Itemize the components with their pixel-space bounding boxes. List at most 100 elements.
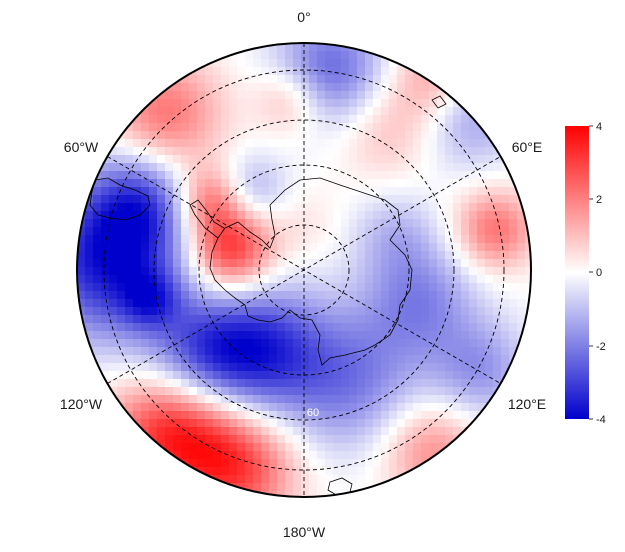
lon-label-120w: 120°W <box>60 396 103 412</box>
field-cell <box>525 323 531 332</box>
field-cell <box>77 235 86 244</box>
field-cell <box>149 347 158 356</box>
field-cell <box>349 259 358 268</box>
field-cell <box>341 435 350 444</box>
field-cell <box>261 115 270 124</box>
field-cell <box>221 363 230 372</box>
field-cell <box>165 267 174 276</box>
field-cell <box>189 163 198 172</box>
field-cell <box>381 467 390 476</box>
field-cell <box>165 355 174 364</box>
field-cell <box>149 339 158 348</box>
field-cell <box>485 243 494 252</box>
field-cell <box>493 243 502 252</box>
field-cell <box>317 379 326 388</box>
field-cell <box>189 459 198 468</box>
field-cell <box>125 243 134 252</box>
field-cell <box>469 131 478 140</box>
field-cell <box>237 395 246 404</box>
field-cell <box>493 211 502 220</box>
field-cell <box>413 259 422 268</box>
field-cell <box>357 483 366 492</box>
field-cell <box>237 299 246 308</box>
field-cell <box>365 99 374 108</box>
field-cell <box>349 75 358 84</box>
field-cell <box>413 235 422 244</box>
field-cell <box>157 347 166 356</box>
field-cell <box>333 467 342 476</box>
field-cell <box>349 171 358 180</box>
field-cell <box>381 443 390 452</box>
field-cell <box>237 75 246 84</box>
field-cell <box>333 147 342 156</box>
field-cell <box>437 235 446 244</box>
field-cell <box>221 147 230 156</box>
field-cell <box>357 187 366 196</box>
field-cell <box>141 355 150 364</box>
field-cell <box>309 59 318 68</box>
field-cell <box>429 259 438 268</box>
field-cell <box>413 299 422 308</box>
field-cell <box>509 259 518 268</box>
field-cell <box>373 43 382 52</box>
field-cell <box>237 355 246 364</box>
field-cell <box>389 355 398 364</box>
field-cell <box>325 259 334 268</box>
field-cell <box>365 467 374 476</box>
field-cell <box>149 403 158 412</box>
field-cell <box>485 347 494 356</box>
field-cell <box>149 283 158 292</box>
field-cell <box>269 395 278 404</box>
field-cell <box>445 171 454 180</box>
field-cell <box>269 91 278 100</box>
field-cell <box>485 203 494 212</box>
field-cell <box>229 219 238 228</box>
field-cell <box>453 339 462 348</box>
field-cell <box>405 299 414 308</box>
field-cell <box>285 155 294 164</box>
field-cell <box>141 131 150 140</box>
field-cell <box>293 427 302 436</box>
field-cell <box>453 227 462 236</box>
field-cell <box>509 187 518 196</box>
field-cell <box>373 315 382 324</box>
field-cell <box>373 219 382 228</box>
field-cell <box>149 395 158 404</box>
field-cell <box>149 411 158 420</box>
field-cell <box>381 371 390 380</box>
field-cell <box>285 331 294 340</box>
field-cell <box>493 171 502 180</box>
field-cell <box>93 307 102 316</box>
field-cell <box>325 395 334 404</box>
field-cell <box>429 315 438 324</box>
field-cell <box>453 371 462 380</box>
field-cell <box>365 67 374 76</box>
field-cell <box>293 107 302 116</box>
field-cell <box>365 275 374 284</box>
field-cell <box>197 467 206 476</box>
field-cell <box>245 251 254 260</box>
field-cell <box>517 267 526 276</box>
field-cell <box>205 67 214 76</box>
field-cell <box>285 299 294 308</box>
field-cell <box>301 243 310 252</box>
field-cell <box>341 123 350 132</box>
field-cell <box>109 347 118 356</box>
field-cell <box>501 171 510 180</box>
field-cell <box>221 475 230 484</box>
field-cell <box>341 267 350 276</box>
field-cell <box>277 435 286 444</box>
field-cell <box>285 83 294 92</box>
field-cell <box>197 235 206 244</box>
field-cell <box>269 459 278 468</box>
field-cell <box>389 291 398 300</box>
field-cell <box>469 243 478 252</box>
field-cell <box>261 67 270 76</box>
field-cell <box>269 83 278 92</box>
field-cell <box>237 51 246 60</box>
field-cell <box>221 443 230 452</box>
field-cell <box>237 347 246 356</box>
field-cell <box>341 163 350 172</box>
field-cell <box>397 235 406 244</box>
field-cell <box>437 331 446 340</box>
